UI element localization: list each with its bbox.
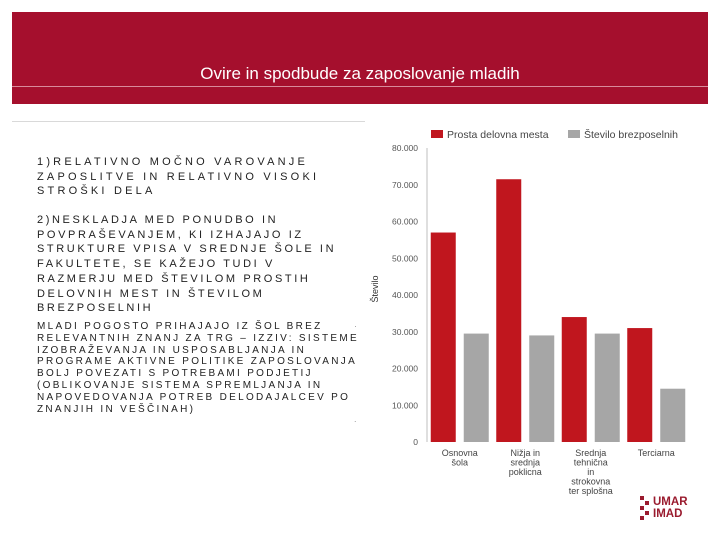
stray-mark: . <box>354 414 357 424</box>
y-tick-label: 80.000 <box>392 143 418 153</box>
stray-mark: · <box>354 321 357 331</box>
logo-text: UMAR IMAD <box>653 496 688 520</box>
chart-svg: Prosta delovna mesta Število brezposelnih… <box>370 128 686 496</box>
paragraph-skills-mismatch: 2)NESKLADJA MED PONUDBO IN POVPRAŠEVANJE… <box>37 214 337 315</box>
paragraph-labour-costs: 1)RELATIVNO MOČNO VAROVANJE ZAPOSLITVE I… <box>37 156 320 197</box>
bar <box>660 388 686 442</box>
legend-swatch <box>568 130 580 138</box>
y-tick-label: 60.000 <box>392 217 418 227</box>
title-underline <box>12 86 708 87</box>
x-tick-label: Srednja tehnična in strokovna ter splošna <box>569 448 613 496</box>
bar <box>594 333 620 442</box>
bar <box>496 179 522 443</box>
paragraph-youth-skills: MLADI POGOSTO PRIHAJAJO IZ ŠOL BREZ RELE… <box>37 321 359 415</box>
y-tick-label: 50.000 <box>392 253 418 263</box>
bar <box>430 232 456 442</box>
logo-mark-icon <box>640 496 649 520</box>
legend-swatch <box>431 130 443 138</box>
y-tick-label: 40.000 <box>392 290 418 300</box>
legend-label: Prosta delovna mesta <box>447 129 549 141</box>
umar-logo: UMAR IMAD <box>640 494 706 524</box>
bar <box>561 317 587 442</box>
bar <box>627 328 653 442</box>
y-tick-label: 30.000 <box>392 327 418 337</box>
y-tick-label: 70.000 <box>392 180 418 190</box>
y-tick-label: 0 <box>413 437 418 447</box>
legend-label: Število brezposelnih <box>584 128 678 141</box>
x-tick-label: Terciarna <box>638 448 675 458</box>
bar-chart: Prosta delovna mesta Število brezposelnih… <box>367 122 700 502</box>
y-tick-label: 20.000 <box>392 364 418 374</box>
bar <box>463 333 489 442</box>
x-tick-label: Nižja in srednja poklicna <box>509 448 542 477</box>
bar <box>529 335 555 442</box>
x-tick-label: Osnovna šola <box>442 448 478 468</box>
divider-line <box>12 121 365 122</box>
y-axis-title: Število <box>370 275 380 302</box>
slide-title: Ovire in spodbude za zaposlovanje mladih <box>200 64 520 83</box>
y-tick-label: 10.000 <box>392 400 418 410</box>
title-banner: Ovire in spodbude za zaposlovanje mladih <box>12 12 708 104</box>
